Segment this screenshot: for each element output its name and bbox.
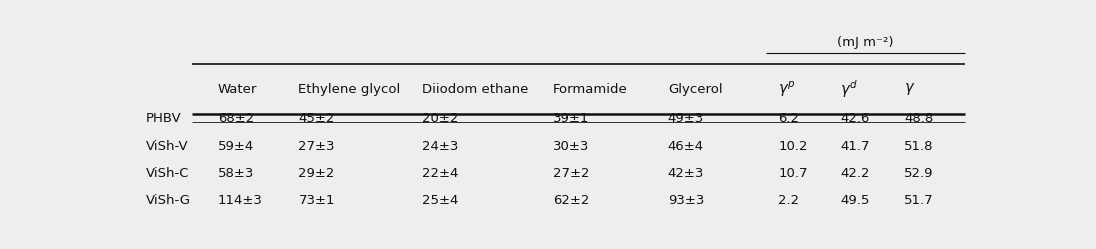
Text: 48.8: 48.8: [904, 112, 934, 124]
Text: 45±2: 45±2: [298, 112, 334, 124]
Text: Diiodom ethane: Diiodom ethane: [422, 83, 528, 96]
Text: 20±2: 20±2: [422, 112, 458, 124]
Text: 62±2: 62±2: [553, 194, 590, 207]
Text: Formamide: Formamide: [553, 83, 628, 96]
Text: 73±1: 73±1: [298, 194, 335, 207]
Text: 51.8: 51.8: [904, 140, 934, 153]
Text: (mJ m⁻²): (mJ m⁻²): [837, 36, 893, 49]
Text: 49.5: 49.5: [841, 194, 870, 207]
Text: Water: Water: [218, 83, 258, 96]
Text: 25±4: 25±4: [422, 194, 458, 207]
Text: 6.2: 6.2: [778, 112, 799, 124]
Text: 29±2: 29±2: [298, 167, 334, 180]
Text: 42.6: 42.6: [841, 112, 870, 124]
Text: $\gamma$: $\gamma$: [904, 81, 915, 97]
Text: 58±3: 58±3: [218, 167, 254, 180]
Text: 52.9: 52.9: [904, 167, 934, 180]
Text: 68±2: 68±2: [218, 112, 254, 124]
Text: 46±4: 46±4: [667, 140, 704, 153]
Text: $\gamma^{\mathregular{d}}$: $\gamma^{\mathregular{d}}$: [841, 78, 858, 100]
Text: 93±3: 93±3: [667, 194, 705, 207]
Text: 10.2: 10.2: [778, 140, 808, 153]
Text: 27±2: 27±2: [553, 167, 590, 180]
Text: ViSh-G: ViSh-G: [146, 194, 191, 207]
Text: 49±3: 49±3: [667, 112, 704, 124]
Text: 42±3: 42±3: [667, 167, 705, 180]
Text: 39±1: 39±1: [553, 112, 590, 124]
Text: 10.7: 10.7: [778, 167, 808, 180]
Text: 2.2: 2.2: [778, 194, 799, 207]
Text: 42.2: 42.2: [841, 167, 870, 180]
Text: 51.7: 51.7: [904, 194, 934, 207]
Text: 114±3: 114±3: [218, 194, 263, 207]
Text: 22±4: 22±4: [422, 167, 458, 180]
Text: PHBV: PHBV: [146, 112, 181, 124]
Text: 41.7: 41.7: [841, 140, 870, 153]
Text: ViSh-C: ViSh-C: [146, 167, 189, 180]
Text: ViSh-V: ViSh-V: [146, 140, 189, 153]
Text: Ethylene glycol: Ethylene glycol: [298, 83, 401, 96]
Text: 24±3: 24±3: [422, 140, 458, 153]
Text: 27±3: 27±3: [298, 140, 335, 153]
Text: 59±4: 59±4: [218, 140, 254, 153]
Text: 30±3: 30±3: [553, 140, 590, 153]
Text: Glycerol: Glycerol: [667, 83, 722, 96]
Text: $\gamma^{\mathregular{p}}$: $\gamma^{\mathregular{p}}$: [778, 79, 796, 99]
